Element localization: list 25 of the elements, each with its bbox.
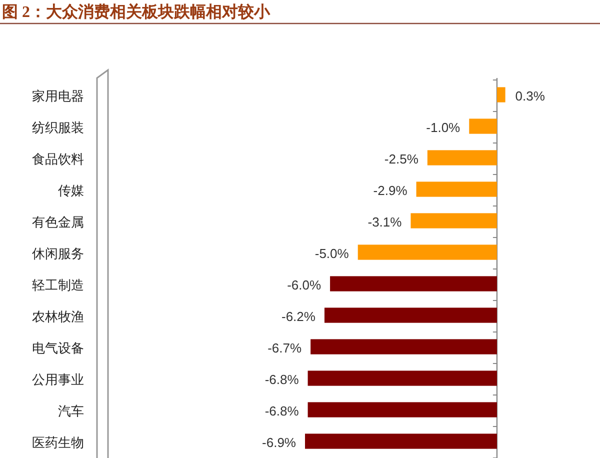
category-label: 电气设备 (32, 340, 84, 356)
category-label: 传媒 (58, 182, 84, 198)
value-label: -6.8% (264, 372, 299, 387)
category-label: 食品饮料 (32, 151, 84, 166)
category-label: 轻工制造 (32, 277, 84, 292)
category-label: 有色金属 (32, 214, 84, 230)
category-label: 休闲服务 (32, 246, 84, 261)
value-label: -2.9% (373, 182, 408, 198)
category-label: 公用事业 (32, 372, 84, 387)
value-label: -2.5% (384, 151, 418, 166)
value-label: -6.0% (287, 277, 322, 292)
value-label: -6.8% (264, 403, 299, 418)
category-label: 医药生物 (32, 434, 84, 450)
value-label: 0.3% (515, 88, 545, 104)
category-label: 家用电器 (32, 88, 84, 104)
category-label: 纺织服装 (32, 120, 84, 135)
value-label: -3.1% (368, 214, 402, 230)
category-label: 汽车 (58, 403, 84, 418)
value-label: -1.0% (426, 120, 460, 135)
value-label: -6.9% (262, 434, 296, 450)
value-label: -5.0% (314, 246, 349, 261)
value-label: -6.2% (282, 308, 316, 324)
value-label: -6.7% (268, 340, 302, 356)
category-label: 农林牧渔 (32, 308, 84, 324)
title: 图 2：大众消费相关板块跌幅相对较小 (2, 4, 270, 21)
